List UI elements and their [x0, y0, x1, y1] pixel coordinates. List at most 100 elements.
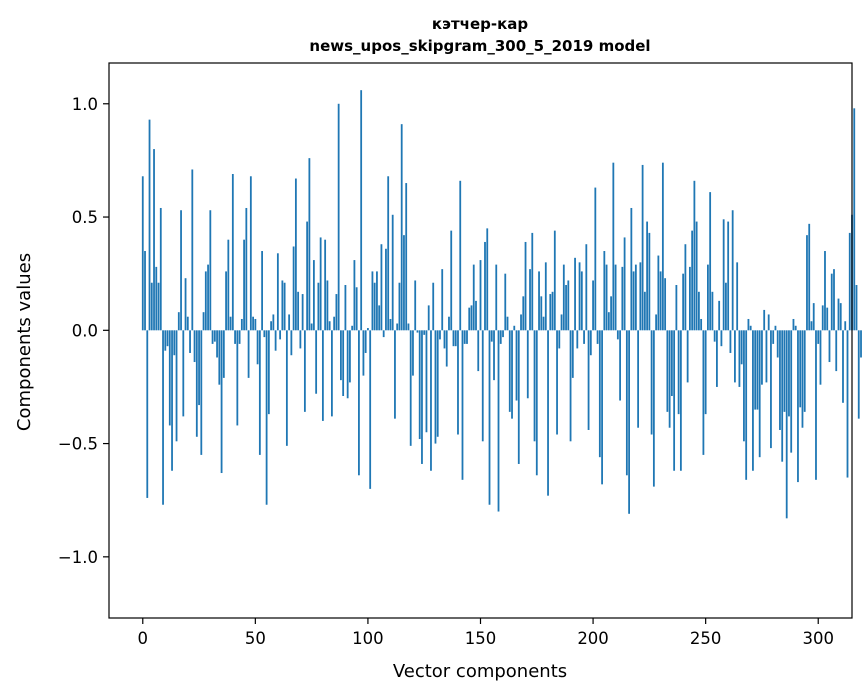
- bar: [574, 257, 576, 331]
- y-tick-label: −1.0: [58, 548, 98, 567]
- bar: [213, 330, 216, 342]
- bar: [409, 330, 412, 446]
- bar: [756, 330, 759, 410]
- bar: [351, 325, 354, 331]
- bar: [153, 149, 155, 331]
- bar: [493, 330, 495, 381]
- bar: [504, 273, 507, 331]
- bar: [382, 330, 385, 338]
- y-axis-ticks: −1.0 −0.5 0.0 0.5 1.0: [58, 95, 109, 567]
- bar: [276, 253, 279, 331]
- bar: [288, 314, 291, 331]
- bar: [294, 178, 297, 331]
- bar: [549, 294, 552, 331]
- bar: [522, 296, 525, 331]
- x-axis-label: Vector components: [393, 661, 567, 682]
- bar: [648, 232, 651, 331]
- bar: [159, 207, 162, 331]
- bar: [263, 330, 266, 338]
- bar: [547, 330, 549, 496]
- bar: [567, 280, 570, 331]
- bar: [700, 318, 703, 331]
- bar: [349, 330, 351, 383]
- bar: [403, 235, 405, 331]
- bar: [709, 192, 712, 331]
- bar: [833, 269, 835, 331]
- bar: [529, 269, 531, 331]
- bar: [310, 323, 313, 331]
- bar: [637, 330, 640, 428]
- bar: [587, 330, 590, 430]
- bar: [486, 228, 489, 331]
- bar: [441, 269, 444, 331]
- bar: [285, 330, 288, 446]
- bar: [704, 330, 707, 415]
- bar: [321, 330, 324, 421]
- bar: [553, 230, 556, 331]
- bar: [772, 330, 775, 344]
- bar: [799, 330, 802, 408]
- x-tick-label: 0: [138, 629, 149, 648]
- bar: [211, 330, 214, 344]
- bar: [695, 221, 698, 331]
- bar: [306, 221, 309, 331]
- bar: [520, 314, 522, 331]
- bar: [488, 330, 491, 505]
- bar: [472, 264, 475, 331]
- bar: [718, 300, 721, 331]
- bar: [643, 291, 646, 331]
- bar: [328, 321, 331, 331]
- bar: [707, 264, 709, 331]
- bar: [358, 330, 360, 476]
- bar: [562, 264, 565, 331]
- bar: [457, 330, 459, 435]
- bar: [418, 330, 421, 440]
- bar: [610, 296, 612, 331]
- bar: [720, 330, 723, 347]
- bar: [376, 271, 378, 331]
- bar: [150, 282, 153, 331]
- bar: [416, 330, 419, 333]
- bar: [842, 330, 844, 403]
- bar: [828, 330, 831, 363]
- bar: [146, 330, 149, 498]
- bar: [535, 330, 538, 476]
- bar: [596, 330, 599, 344]
- bar: [265, 330, 268, 505]
- bar: [301, 294, 304, 331]
- bar: [412, 330, 414, 376]
- bar: [774, 325, 777, 331]
- bar: [670, 330, 673, 396]
- bar: [225, 271, 227, 331]
- bar: [331, 330, 333, 417]
- bar: [558, 330, 561, 349]
- bar: [716, 330, 718, 387]
- bar: [619, 330, 621, 401]
- bar: [432, 282, 435, 331]
- bar: [155, 266, 158, 331]
- bar: [367, 328, 369, 331]
- bar: [177, 312, 180, 331]
- bar: [801, 330, 804, 428]
- bar: [247, 330, 250, 378]
- bar: [396, 323, 399, 331]
- bar: [702, 330, 705, 455]
- bar: [499, 330, 502, 344]
- bar: [655, 314, 658, 331]
- bar: [517, 330, 520, 464]
- bar: [770, 330, 772, 449]
- chart-title-line2: news_upos_skipgram_300_5_2019 model: [309, 37, 650, 55]
- bar: [495, 264, 498, 331]
- bar: [385, 248, 387, 331]
- bar: [767, 314, 770, 331]
- bar: [785, 330, 788, 519]
- bar: [616, 330, 619, 340]
- bar: [220, 330, 223, 474]
- bar: [324, 239, 327, 331]
- bar: [531, 232, 534, 331]
- bar: [711, 291, 714, 331]
- bar: [475, 300, 477, 331]
- bar: [193, 330, 196, 363]
- bar: [249, 176, 252, 331]
- bar: [186, 316, 189, 331]
